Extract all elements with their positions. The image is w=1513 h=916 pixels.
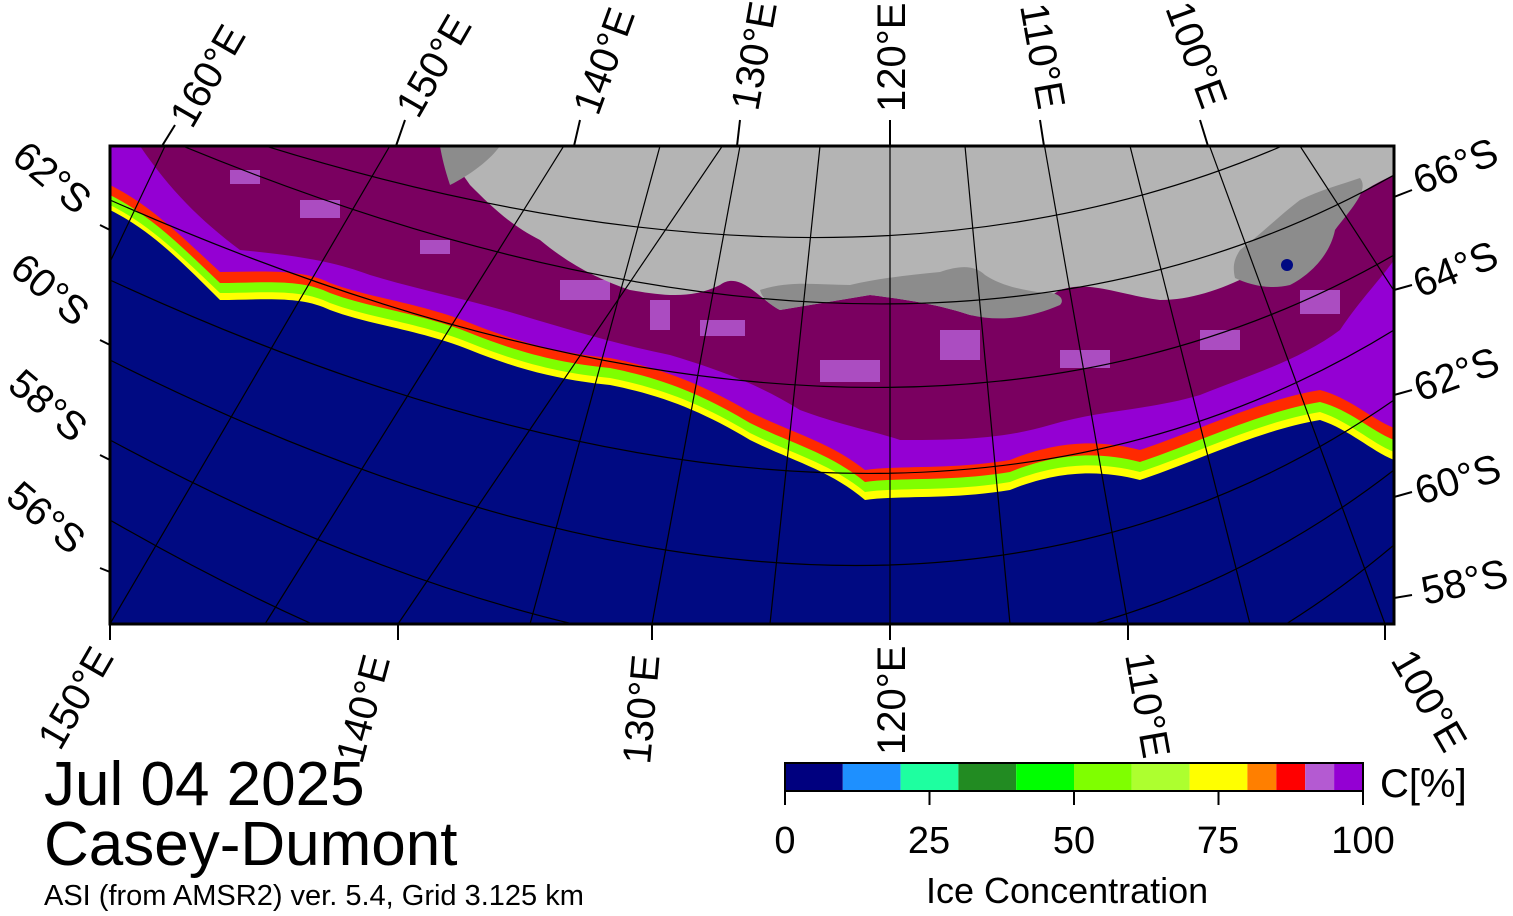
colorbar-tick-label: 75	[1196, 820, 1240, 862]
colorbar-segment	[1247, 763, 1277, 791]
colorbar-segment	[1131, 763, 1190, 791]
lon-label-top: 150°E	[388, 8, 481, 125]
lon-label-top: 100°E	[1157, 0, 1236, 114]
ice-shelf	[1233, 178, 1363, 288]
lon-label-bottom: 110°E	[1116, 649, 1178, 761]
open-water-patch	[1281, 259, 1293, 271]
map-date: Jul 04 2025	[44, 750, 365, 819]
colorbar-segment	[1305, 763, 1335, 791]
ice-shelf	[760, 267, 1062, 319]
lon-label-top: 110°E	[1011, 0, 1073, 112]
lon-label-top: 140°E	[565, 2, 644, 120]
colorbar-segment	[1334, 763, 1363, 791]
colorbar-tick-label: 25	[907, 820, 951, 862]
lon-label-top: 160°E	[162, 18, 255, 135]
colorbar-segment	[900, 763, 959, 791]
lat-label-right: 60°S	[1410, 446, 1506, 514]
product-description: ASI (from AMSR2) ver. 5.4, Grid 3.125 km	[44, 880, 584, 912]
colorbar-segment	[1189, 763, 1248, 791]
lat-label-left: 62°S	[4, 133, 99, 223]
region-name: Casey-Dumont	[44, 810, 458, 879]
colorbar-segment	[1074, 763, 1132, 791]
colorbar-segment	[958, 763, 1017, 791]
colorbar-label: Ice Concentration	[926, 870, 1209, 911]
frame-ticks	[99, 119, 1413, 640]
colorbar-segment	[1276, 763, 1306, 791]
colorbar-tick-label: 0	[774, 820, 796, 862]
colorbar-ticks	[784, 791, 1364, 805]
lon-label-bottom: 100°E	[1382, 643, 1475, 760]
lat-label-left: 58°S	[0, 361, 95, 451]
ice-speckles	[230, 170, 1340, 382]
lon-label-top: 120°E	[870, 3, 914, 112]
lon-label-bottom: 120°E	[870, 646, 914, 755]
colorbar-tick-label: 100	[1331, 820, 1395, 862]
colorbar-unit: C[%]	[1380, 762, 1467, 806]
latitude-lines	[110, 146, 1394, 624]
longitude-lines	[110, 146, 1394, 624]
colorbar-segment	[785, 763, 843, 791]
ice-shelf	[440, 146, 500, 185]
lat-label-left: 56°S	[0, 473, 93, 563]
colorbar-segment	[842, 763, 901, 791]
lat-label-right: 64°S	[1407, 233, 1504, 306]
colorbar-segment	[1016, 763, 1074, 791]
lon-label-bottom: 130°E	[615, 653, 668, 766]
colorbar	[785, 763, 1363, 791]
lat-label-right: 66°S	[1407, 130, 1504, 203]
lon-label-bottom: 150°E	[30, 640, 123, 757]
colorbar-tick-label: 50	[1052, 820, 1096, 862]
lat-label-right: 62°S	[1408, 339, 1505, 410]
lat-label-left: 60°S	[2, 245, 97, 335]
antarctic-land	[440, 146, 1394, 317]
map-frame	[108, 144, 1396, 626]
lat-label-right: 58°S	[1417, 551, 1512, 613]
lon-label-top: 130°E	[724, 0, 786, 114]
